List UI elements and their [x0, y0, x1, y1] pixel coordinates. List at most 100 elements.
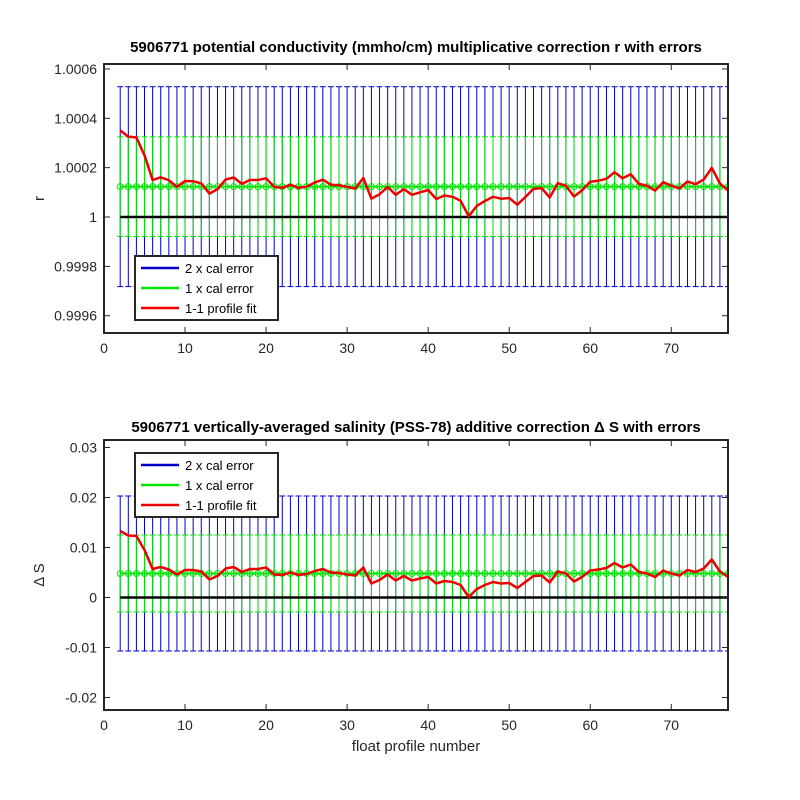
- x-tick-label: 70: [663, 717, 679, 733]
- cal-value-marker: [149, 183, 157, 191]
- x-tick-label: 60: [582, 717, 598, 733]
- cal-value-marker: [708, 183, 716, 191]
- x-tick-label: 30: [339, 340, 355, 356]
- cal-value-marker: [149, 570, 157, 577]
- cal-value-marker: [683, 183, 691, 191]
- cal-value-marker: [254, 570, 262, 577]
- x-tick-label: 0: [100, 340, 108, 356]
- cal-value-marker: [141, 183, 149, 191]
- cal-value-marker: [440, 183, 448, 191]
- cal-value-marker: [124, 570, 132, 577]
- legend-label: 1 x cal error: [185, 281, 254, 296]
- x-axis-label: float profile number: [352, 738, 480, 755]
- cal-value-marker: [602, 183, 610, 191]
- legend-label: 2 x cal error: [185, 458, 254, 473]
- x-tick-label: 0: [100, 717, 108, 733]
- x-tick-label: 10: [177, 340, 193, 356]
- cal-value-marker: [619, 183, 627, 191]
- cal-value-marker: [513, 183, 521, 191]
- cal-value-marker: [222, 570, 230, 577]
- x-tick-label: 30: [339, 717, 355, 733]
- cal-value-marker: [440, 570, 448, 577]
- x-tick-label: 20: [258, 340, 274, 356]
- cal-value-marker: [246, 183, 254, 191]
- cal-value-marker: [611, 183, 619, 191]
- cal-value-marker: [392, 183, 400, 191]
- cal-value-marker: [465, 183, 473, 191]
- cal-value-marker: [457, 570, 465, 577]
- cal-value-marker: [238, 570, 246, 577]
- top-axes: 0 10 20 30 40 50 60 70 0.9996 0.9998 1 1.0002 1.0004…: [31, 39, 729, 356]
- legend: 2 x cal error 1 x cal error 1-1 profile fi…: [134, 452, 279, 518]
- cal-value-marker: [619, 570, 627, 577]
- axes-box: [103, 63, 729, 334]
- y-tick-label: 1.0004: [54, 110, 97, 126]
- cal-value-marker: [465, 570, 473, 577]
- plot-content: [116, 86, 728, 288]
- cal-value-marker: [408, 570, 416, 577]
- cal-value-marker: [497, 183, 505, 191]
- cal-value-marker: [392, 570, 400, 577]
- axes-box: [103, 439, 729, 711]
- cal-value-marker: [246, 570, 254, 577]
- cal-value-marker: [262, 570, 270, 577]
- legend-label: 1 x cal error: [185, 478, 254, 493]
- cal-value-marker: [627, 183, 635, 191]
- cal-value-marker: [132, 183, 140, 191]
- cal-value-marker: [157, 183, 165, 191]
- cal-value-marker: [570, 183, 578, 191]
- cal-value-marker: [157, 570, 165, 577]
- cal-value-marker: [262, 183, 270, 191]
- legend-label: 1-1 profile fit: [185, 301, 257, 316]
- series-line-profile-fit: [119, 129, 728, 218]
- cal-value-marker: [521, 183, 529, 191]
- cal-value-marker: [116, 183, 124, 191]
- cal-value-marker: [594, 183, 602, 191]
- cal-value-marker: [473, 570, 481, 577]
- cal-value-marker: [546, 183, 554, 191]
- cal-value-marker: [692, 570, 700, 577]
- cal-value-marker: [376, 183, 384, 191]
- y-tick-label: 0.02: [70, 490, 97, 506]
- cal-value-marker: [124, 183, 132, 191]
- cal-value-marker: [432, 183, 440, 191]
- cal-value-marker: [489, 183, 497, 191]
- legend-label: 2 x cal error: [185, 261, 254, 276]
- x-tick-label: 50: [501, 717, 517, 733]
- cal-value-marker: [181, 183, 189, 191]
- bottom-axes: 0 10 20 30 40 50 60 70 -0.02 -0.01 0 0.01 0.02 0.03 59…: [31, 419, 729, 755]
- y-tick-label: 0.9996: [54, 308, 97, 324]
- x-tick-label: 50: [501, 340, 517, 356]
- cal-value-marker: [165, 183, 173, 191]
- x-tick-label: 40: [420, 340, 436, 356]
- cal-value-marker: [416, 183, 424, 191]
- cal-value-marker: [708, 570, 716, 577]
- cal-value-marker: [602, 570, 610, 577]
- y-tick-label: 0.03: [70, 440, 97, 456]
- y-tick-label: -0.01: [65, 640, 97, 656]
- cal-value-marker: [448, 183, 456, 191]
- cal-value-marker: [481, 570, 489, 577]
- y-axis-label: r: [31, 196, 48, 201]
- y-tick-label: 0: [89, 590, 97, 606]
- cal-value-marker: [513, 570, 521, 577]
- cal-value-marker: [611, 570, 619, 577]
- y-axis-label: Δ S: [31, 563, 48, 586]
- cal-value-marker: [384, 570, 392, 577]
- cal-value-marker: [230, 570, 238, 577]
- legend: 2 x cal error 1 x cal error 1-1 profile fi…: [134, 255, 279, 321]
- cal-value-marker: [141, 570, 149, 577]
- cal-value-marker: [189, 183, 197, 191]
- cal-value-marker: [627, 570, 635, 577]
- cal-value-marker: [505, 183, 513, 191]
- x-tick-label: 40: [420, 717, 436, 733]
- x-tick-label: 10: [177, 717, 193, 733]
- cal-value-marker: [570, 570, 578, 577]
- cal-value-marker: [376, 570, 384, 577]
- cal-value-marker: [481, 183, 489, 191]
- cal-value-marker: [367, 183, 375, 191]
- y-tick-label: 0.01: [70, 540, 97, 556]
- y-tick-label: -0.02: [65, 690, 97, 706]
- y-tick-label: 1.0002: [54, 160, 97, 176]
